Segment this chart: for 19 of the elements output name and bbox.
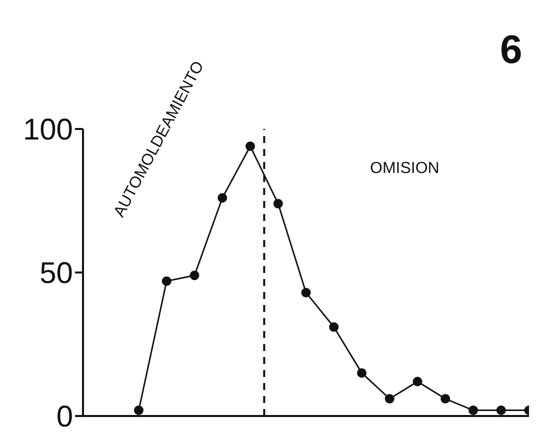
- point: [301, 288, 311, 298]
- point: [273, 198, 283, 208]
- point: [246, 141, 255, 151]
- point: [412, 376, 422, 386]
- point: [190, 270, 200, 280]
- point: [357, 368, 366, 378]
- point: [468, 406, 478, 416]
- y-tick-label: 100: [22, 114, 73, 147]
- point: [162, 276, 172, 286]
- point: [496, 406, 506, 416]
- point: [384, 394, 394, 404]
- y-tick-label: 50: [40, 257, 73, 290]
- point: [329, 322, 339, 332]
- point: [134, 406, 144, 416]
- y-tick-label: 0: [56, 400, 73, 432]
- text: 6: [500, 28, 522, 72]
- point: [218, 193, 228, 203]
- annotation: OMISION: [370, 160, 440, 177]
- point: [440, 394, 450, 404]
